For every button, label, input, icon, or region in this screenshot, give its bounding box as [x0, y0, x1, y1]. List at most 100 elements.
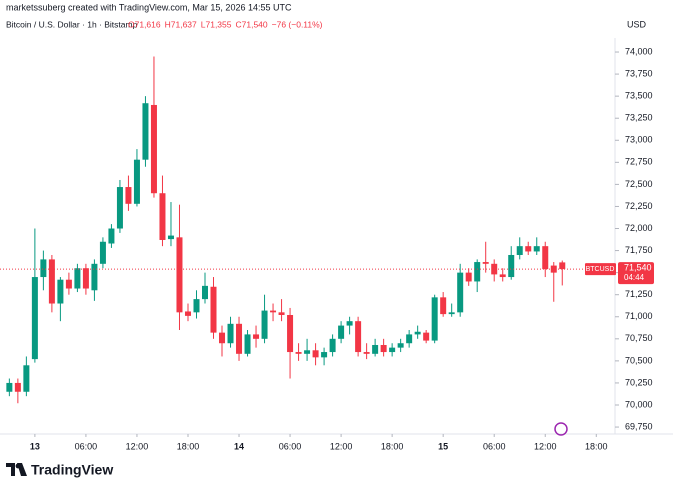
brand: TradingView: [31, 462, 113, 478]
ohlc-value: O71,616: [128, 19, 161, 29]
candle-body: [397, 343, 404, 348]
x-tick-label: 12:00: [126, 441, 149, 451]
y-tick-label: 71,250: [625, 289, 653, 299]
x-tick-label: 15: [438, 441, 448, 451]
candle-body: [533, 246, 540, 252]
y-tick-label: 70,250: [625, 377, 653, 387]
candle-body: [99, 241, 106, 264]
countdown-label: 04:44: [624, 273, 645, 282]
candle-body: [525, 246, 532, 252]
ohlc-value: C71,540: [236, 19, 268, 29]
candle-body: [202, 285, 208, 300]
candle-body: [499, 274, 506, 278]
candle-body: [380, 344, 387, 353]
y-tick-label: 73,750: [625, 68, 653, 78]
candle-body: [125, 187, 132, 204]
event-icon: [554, 422, 568, 436]
attribution: marketssuberg created with TradingView.c…: [6, 2, 292, 12]
candle-body: [91, 263, 98, 291]
candle-body: [559, 262, 566, 270]
y-tick-label: 73,000: [625, 135, 653, 145]
candle-body: [65, 279, 72, 289]
candle-body: [346, 321, 353, 326]
candle-body: [142, 103, 149, 160]
candle-body: [108, 228, 115, 244]
ohlc-value: H71,637: [165, 19, 197, 29]
candle-body: [312, 350, 319, 358]
candle-body: [23, 365, 30, 392]
candle-body: [389, 347, 396, 353]
x-tick-label: 13: [30, 441, 40, 451]
currency: USD: [627, 19, 647, 29]
logo-mark: [6, 463, 27, 476]
x-tick-label: 18:00: [381, 441, 404, 451]
x-tick-label: 06:00: [483, 441, 506, 451]
y-tick-label: 70,500: [625, 355, 653, 365]
x-tick-label: 06:00: [75, 441, 98, 451]
candle-body: [491, 263, 498, 275]
candle-body: [448, 312, 455, 315]
y-tick-label: 70,000: [625, 399, 653, 409]
candle-body: [474, 262, 481, 282]
candle-body: [440, 297, 447, 315]
candle-body: [550, 265, 557, 273]
candle-body: [270, 310, 277, 313]
candle-body: [6, 382, 13, 392]
candle-body: [372, 344, 379, 354]
candle-body: [406, 334, 413, 344]
candle-body: [363, 352, 370, 354]
candle-body: [244, 334, 251, 354]
price-tag: [618, 262, 654, 285]
y-tick-label: 71,000: [625, 311, 653, 321]
y-tick-label: 73,500: [625, 91, 653, 101]
candle-body: [74, 268, 81, 289]
candle-body: [508, 254, 515, 278]
y-tick-label: 73,250: [625, 113, 653, 123]
candle-body: [278, 312, 285, 315]
candle-body: [159, 193, 166, 240]
candle-body: [329, 338, 336, 353]
candle-body: [321, 352, 328, 358]
candle-body: [261, 310, 268, 339]
candle-body: [355, 321, 362, 353]
candle-body: [184, 311, 191, 316]
candle-body: [414, 331, 421, 335]
candle-body: [542, 246, 549, 270]
candle-body: [431, 297, 438, 341]
candle-body: [482, 262, 489, 264]
candle-body: [133, 159, 140, 204]
x-tick-label: 12:00: [330, 441, 353, 451]
y-tick-label: 72,750: [625, 157, 653, 167]
candle-body: [338, 325, 345, 339]
y-tick-label: 72,000: [625, 223, 653, 233]
price-label: 71,540: [624, 262, 652, 272]
candle-body: [465, 272, 472, 282]
y-tick-label: 72,500: [625, 179, 653, 189]
ohlc-readout: O71,616 H71,637 L71,355 C71,540 −76 (−0.11%): [128, 19, 323, 29]
y-tick-label: 70,750: [625, 333, 653, 343]
candle-body: [193, 299, 200, 313]
x-tick-label: 18:00: [177, 441, 200, 451]
ohlc-value: L71,355: [201, 19, 232, 29]
y-tick-label: 69,750: [625, 421, 653, 431]
symbol: Bitcoin / U.S. Dollar · 1h · Bitstamp: [6, 19, 138, 29]
candle-body: [210, 286, 217, 333]
symbol-label: BTCUSD: [586, 266, 615, 273]
candle-body: [219, 332, 226, 344]
candle-body: [227, 323, 234, 344]
candle-body: [31, 277, 38, 360]
candle-body: [116, 187, 123, 229]
logo-dot: [15, 463, 21, 469]
candle-body: [295, 352, 302, 354]
candle-body: [423, 332, 430, 341]
y-tick-label: 72,250: [625, 201, 653, 211]
candle-body: [516, 246, 523, 255]
symbol-tag: [585, 263, 616, 276]
candle-body: [304, 350, 311, 354]
logo: [6, 463, 27, 476]
candle-body: [57, 279, 64, 304]
x-tick-label: 14: [234, 441, 244, 451]
candle-body: [287, 314, 294, 353]
candle-body: [253, 334, 260, 339]
